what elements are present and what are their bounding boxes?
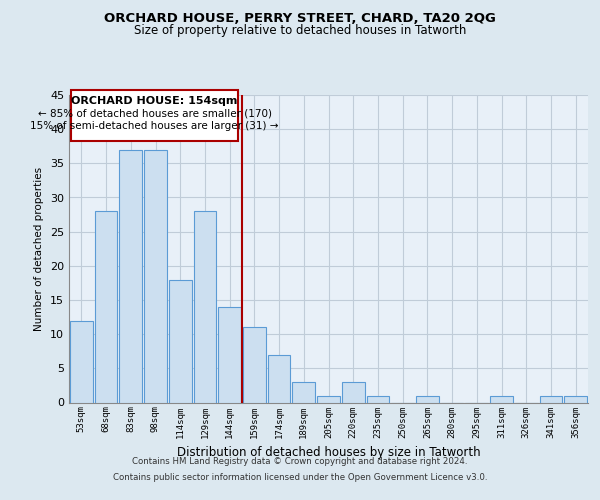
Bar <box>119 150 142 402</box>
Text: Size of property relative to detached houses in Tatworth: Size of property relative to detached ho… <box>134 24 466 37</box>
Bar <box>95 211 118 402</box>
Bar <box>539 396 562 402</box>
Bar <box>367 396 389 402</box>
Text: 15% of semi-detached houses are larger (31) →: 15% of semi-detached houses are larger (… <box>31 121 279 131</box>
Bar <box>194 211 216 402</box>
X-axis label: Distribution of detached houses by size in Tatworth: Distribution of detached houses by size … <box>176 446 481 459</box>
Bar <box>416 396 439 402</box>
Text: Contains HM Land Registry data © Crown copyright and database right 2024.: Contains HM Land Registry data © Crown c… <box>132 458 468 466</box>
Bar <box>564 396 587 402</box>
Bar <box>169 280 191 402</box>
FancyBboxPatch shape <box>71 90 238 142</box>
Bar <box>490 396 513 402</box>
Bar <box>144 150 167 402</box>
Bar <box>292 382 315 402</box>
Bar <box>218 307 241 402</box>
Text: ORCHARD HOUSE: 154sqm: ORCHARD HOUSE: 154sqm <box>71 96 238 106</box>
Text: Contains public sector information licensed under the Open Government Licence v3: Contains public sector information licen… <box>113 472 487 482</box>
Bar <box>268 354 290 403</box>
Y-axis label: Number of detached properties: Number of detached properties <box>34 166 44 331</box>
Text: ← 85% of detached houses are smaller (170): ← 85% of detached houses are smaller (17… <box>38 108 272 118</box>
Bar <box>342 382 365 402</box>
Bar <box>243 328 266 402</box>
Bar <box>317 396 340 402</box>
Bar <box>70 320 93 402</box>
Text: ORCHARD HOUSE, PERRY STREET, CHARD, TA20 2QG: ORCHARD HOUSE, PERRY STREET, CHARD, TA20… <box>104 12 496 26</box>
